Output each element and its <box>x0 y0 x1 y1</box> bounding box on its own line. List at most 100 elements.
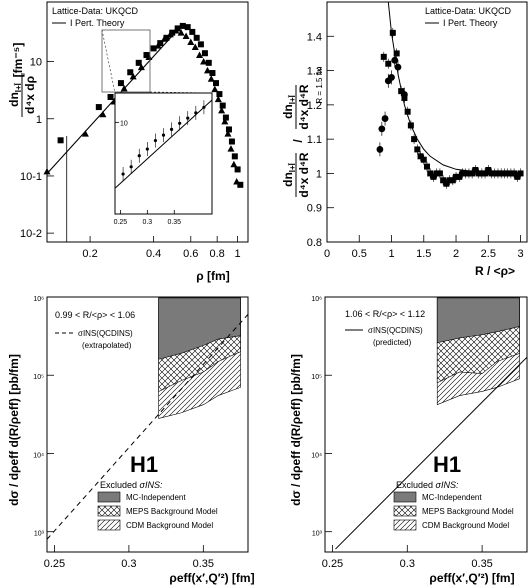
tr-point-square-13 <box>427 170 434 177</box>
tr-point-square-5 <box>401 95 408 101</box>
tl-point-square-3 <box>117 80 124 87</box>
tl-point-square-11 <box>174 25 181 32</box>
br-marks <box>335 297 528 550</box>
tr-point-square-19 <box>446 177 453 184</box>
bl-frame <box>46 296 249 553</box>
br-legend-cdm: CDM Background Model <box>422 521 509 530</box>
tr-point-square-32 <box>488 170 495 177</box>
tl-ylabel: dnI+Ī d⁴x dρ <box>7 73 37 117</box>
tl-point-triangle-22 <box>218 106 226 114</box>
tr-legend-line-label: I Pert. Theory <box>443 18 498 28</box>
tr-point-square-7 <box>407 122 414 129</box>
tl-xtick-label-3: 0.8 <box>210 248 225 260</box>
tl-point-triangle-9 <box>160 35 168 42</box>
tr-point-square-18 <box>443 180 450 187</box>
br-xtick-label-2: 0.35 <box>471 558 492 570</box>
tr-point-square-1 <box>385 60 392 67</box>
tl-point-triangle-17 <box>200 58 208 65</box>
tl-point-square-26 <box>231 153 238 160</box>
tl-point-triangle-10 <box>166 30 174 38</box>
tr-point-square-10 <box>417 153 424 160</box>
tr-point-square-9 <box>414 146 421 153</box>
tr-ylabel-den: d⁴x d⁴R <box>297 152 311 198</box>
tr-point-square-37 <box>504 170 511 177</box>
tl-inset-point-6 <box>169 127 174 132</box>
tl-marks <box>43 22 244 242</box>
tl-inset-ytick-label-0: 10 <box>120 120 128 127</box>
bl-h1-label: H1 <box>130 452 158 477</box>
tr-point-square-34 <box>494 170 501 177</box>
bl-ylabel: dσ / dρeff d(R/ρeff) [pb/fm] <box>7 354 21 506</box>
bl-legend-swatch-mc <box>97 491 121 503</box>
tl-point-square-4 <box>127 69 134 76</box>
bl-xtick-label-1: 0.3 <box>121 558 136 570</box>
tr-point-square-38 <box>507 170 514 177</box>
tl-point-square-1 <box>95 104 102 111</box>
tl-point-square-22 <box>219 102 226 109</box>
tl-ytick-label-1: 10-1 <box>20 171 42 183</box>
tr-point-square-39 <box>511 170 518 177</box>
tl-point-square-21 <box>216 91 223 98</box>
tr-point-square-20 <box>449 177 456 184</box>
tr-point-square-29 <box>478 170 485 177</box>
br-xlabel: ρeff(x′,Q′²) [fm] <box>429 571 514 585</box>
tl-point-triangle-21 <box>214 95 222 103</box>
tl-point-triangle-24 <box>224 130 232 137</box>
tl-point-square-7 <box>150 45 157 52</box>
tl-xtick-label-1: 0.4 <box>146 248 161 260</box>
tr-point-square-3 <box>393 50 400 57</box>
tl-ylabel-unit: [fm⁻⁵] <box>11 43 25 78</box>
br-ylabel: dσ / dρeff d(R/ρeff) [pb/fm] <box>289 354 303 506</box>
tr-point-square-4 <box>398 88 405 95</box>
tl-point-triangle-19 <box>207 75 215 82</box>
tl-point-triangle-8 <box>154 42 162 49</box>
br-theory-line <box>335 356 528 550</box>
tr-xtick-label-0: 0 <box>324 248 330 260</box>
tr-point-circle-0 <box>376 146 384 153</box>
tl-point-triangle-11 <box>172 26 180 34</box>
tl-point-square-19 <box>209 70 216 77</box>
bl-legend-meps: MEPS Background Model <box>126 507 218 516</box>
bl-ticks: 0.25 0.3 0.35 10³ 10⁴ 10⁵ 10⁶ <box>33 296 214 570</box>
tl-point-triangle-7 <box>145 53 153 61</box>
bl-legend-swatch-meps <box>97 505 121 517</box>
tl-point-triangle-1 <box>81 130 89 137</box>
bl-excluded-legend: Excluded σINS: MC-Independent MEPS Backg… <box>97 480 218 531</box>
tr-legend-title: Lattice-Data: UKQCD <box>425 6 512 16</box>
tr-point-square-28 <box>475 170 482 177</box>
tr-point-square-26 <box>469 170 476 177</box>
tr-xtick-label-4: 2 <box>453 248 459 260</box>
tr-ylabel-num2: dnI+Ī <box>281 94 297 119</box>
tl-inset-frame <box>114 92 213 215</box>
tr-xtick-label-1: 0.5 <box>352 248 367 260</box>
tr-point-square-31 <box>485 167 492 173</box>
br-range-label: 1.06 < R/<ρ> < 1.12 <box>345 309 425 319</box>
tr-point-square-35 <box>498 170 505 177</box>
tl-point-triangle-18 <box>203 66 211 74</box>
tl-point-square-24 <box>225 126 232 133</box>
tl-xtick-label-2: 0.6 <box>183 248 198 260</box>
tr-ylabel-slash: / <box>291 139 305 143</box>
tr-ytick-label-1: 0.9 <box>307 203 322 215</box>
tr-point-circle-1 <box>378 125 386 133</box>
tr-ticks: 0 0.5 1 1.5 2 2.5 3 0.8 0.9 1 1.1 1.2 1.3 1.4 <box>307 31 524 260</box>
tr-xtick-label-3: 1.5 <box>416 248 431 260</box>
panel-bottom-left: 0.25 0.3 0.35 10³ 10⁴ 10⁵ 10⁶ 0.99 < R/<ρ> < 1… <box>7 296 255 585</box>
tr-xtick-label-5: 2.5 <box>481 248 496 260</box>
tl-point-triangle-26 <box>230 160 238 168</box>
br-ytick-label-1: 10⁴ <box>311 452 322 459</box>
tl-point-square-12 <box>179 22 186 29</box>
br-excluded-legend: Excluded σINS: MC-Independent MEPS Backg… <box>393 480 514 531</box>
panel-bottom-right: 0.25 0.3 0.35 10³ 10⁴ 10⁵ 10⁶ 1.06 < R/<ρ> < 1… <box>289 296 528 585</box>
bl-marks <box>46 297 249 540</box>
tl-inset-point-9 <box>194 111 198 115</box>
tr-marks <box>376 1 524 189</box>
tl-point-triangle-23 <box>221 117 229 125</box>
tl-inset-point-1 <box>129 165 133 169</box>
tr-ytick-label-5: 1.3 <box>307 66 322 78</box>
br-excluded-title: Excluded σINS: <box>396 480 459 490</box>
tl-point-triangle-20 <box>211 85 219 93</box>
tl-ticks: 0.2 0.4 0.6 0.8 1 10-2 10-1 1 10 <box>20 57 241 260</box>
tr-point-circle-5 <box>391 56 399 64</box>
